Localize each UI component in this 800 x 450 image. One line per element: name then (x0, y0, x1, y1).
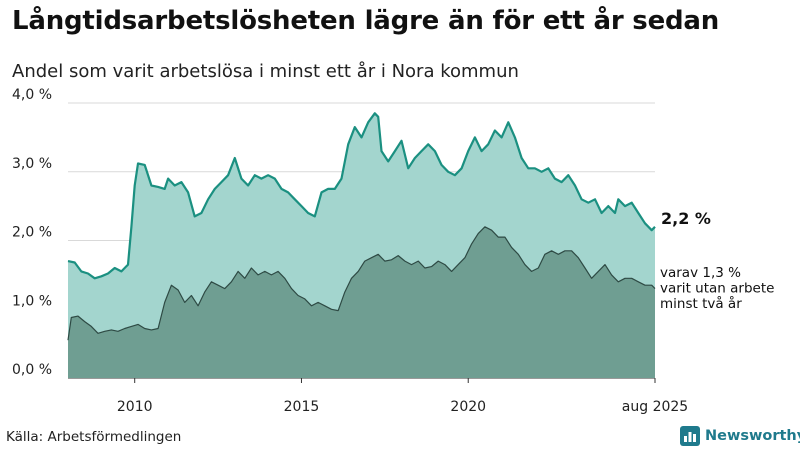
chart-areas (67, 112, 656, 379)
x-tick-label: 2010 (117, 399, 153, 415)
x-tick-label: 2020 (450, 399, 486, 415)
series-long-term-line (67, 112, 656, 280)
end-label-very-long-term-line: varit utan arbete (660, 281, 774, 297)
y-tick-label: 2,0 % (12, 225, 52, 241)
chart-subtitle: Andel som varit arbetslösa i minst ett å… (12, 61, 519, 82)
source-note: Källa: Arbetsförmedlingen (6, 429, 182, 445)
series-very-long-term-area (68, 226, 655, 378)
chart-title: Långtidsarbetslösheten lägre än för ett … (12, 6, 720, 36)
end-label-long-term: 2,2 % (661, 209, 711, 228)
y-tick-label: 3,0 % (12, 156, 52, 172)
y-tick-label: 0,0 % (12, 362, 52, 378)
end-label-very-long-term-line: varav 1,3 % (660, 265, 741, 281)
y-axis-ticks: 0,0 % 1,0 % 2,0 % 3,0 % 4,0 % (12, 87, 52, 378)
brand-name: Newsworthy (705, 428, 800, 444)
x-axis-ticks: 2010 2015 2020 aug 2025 (117, 378, 688, 415)
brand-logo: Newsworthy (680, 426, 800, 446)
y-tick-label: 4,0 % (12, 87, 52, 103)
x-tick-label: 2015 (284, 399, 320, 415)
series-very-long-term-line (67, 226, 656, 341)
end-label-very-long-term-line: minst två år (660, 295, 742, 312)
x-tick-label: aug 2025 (622, 399, 688, 415)
bar-chart-icon (680, 426, 700, 446)
y-tick-label: 1,0 % (12, 293, 52, 309)
